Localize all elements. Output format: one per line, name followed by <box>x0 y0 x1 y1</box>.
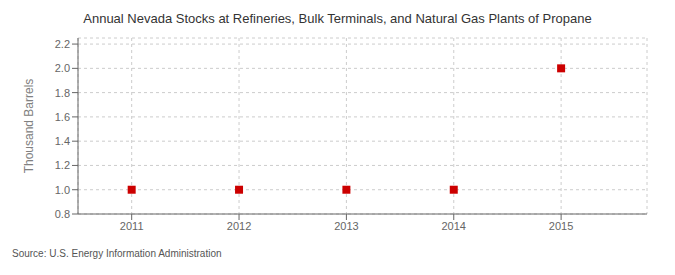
svg-text:0.8: 0.8 <box>55 208 70 220</box>
svg-text:2.2: 2.2 <box>55 38 70 50</box>
html-text:Annual Nevada Stocks at Refine: Annual Nevada Stocks at Refineries, Bulk… <box>83 11 592 26</box>
svg-text:1.4: 1.4 <box>55 135 70 147</box>
svg-text:2013: 2013 <box>334 220 358 232</box>
svg-text:1.6: 1.6 <box>55 111 70 123</box>
svg-text:1.2: 1.2 <box>55 159 70 171</box>
svg-text:1.8: 1.8 <box>55 87 70 99</box>
svg-text:1.0: 1.0 <box>55 184 70 196</box>
svg-text:2014: 2014 <box>442 220 466 232</box>
svg-text:2015: 2015 <box>549 220 573 232</box>
html-text:Source: U.S. Energy Informatio: Source: U.S. Energy Information Administ… <box>12 248 222 259</box>
svg-text:2012: 2012 <box>227 220 251 232</box>
svg-text:Thousand Barrels: Thousand Barrels <box>22 79 36 174</box>
svg-text:2011: 2011 <box>120 220 144 232</box>
svg-text:2.0: 2.0 <box>55 62 70 74</box>
